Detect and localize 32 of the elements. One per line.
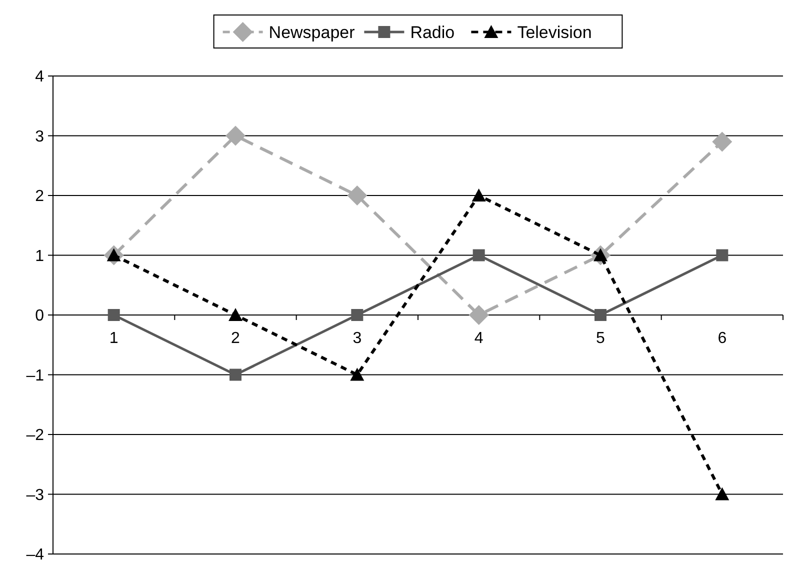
y-tick-label: 4 bbox=[35, 68, 44, 86]
point bbox=[351, 309, 364, 321]
x-tick-label: 1 bbox=[109, 330, 118, 347]
legend-label: Radio bbox=[410, 22, 455, 42]
point bbox=[715, 487, 730, 500]
y-tick-label: –2 bbox=[26, 427, 44, 444]
point bbox=[468, 305, 489, 325]
legend-label: Television bbox=[517, 22, 592, 42]
x-tick-label: 2 bbox=[231, 330, 240, 347]
x-tick-label: 4 bbox=[474, 330, 484, 347]
point bbox=[716, 249, 728, 262]
y-tick-label: –4 bbox=[26, 546, 44, 564]
point bbox=[230, 368, 242, 381]
y-tick-label: 0 bbox=[35, 308, 44, 325]
point bbox=[347, 186, 368, 206]
x-tick-label: 3 bbox=[352, 330, 362, 347]
y-tick-label: –1 bbox=[26, 367, 44, 384]
x-tick-label: 6 bbox=[718, 330, 727, 347]
point bbox=[226, 126, 246, 146]
point bbox=[228, 308, 242, 321]
point bbox=[472, 249, 485, 262]
y-tick-label: 1 bbox=[35, 248, 44, 265]
y-tick-label: –3 bbox=[26, 486, 44, 504]
point bbox=[712, 132, 732, 152]
x-tick-label: 5 bbox=[596, 330, 606, 347]
point bbox=[350, 368, 364, 381]
y-tick-label: 3 bbox=[35, 128, 44, 146]
point bbox=[472, 188, 486, 202]
y-tick-label: 2 bbox=[35, 188, 44, 206]
point bbox=[108, 309, 120, 321]
point bbox=[594, 309, 606, 321]
legend-label: Newspaper bbox=[268, 22, 356, 42]
